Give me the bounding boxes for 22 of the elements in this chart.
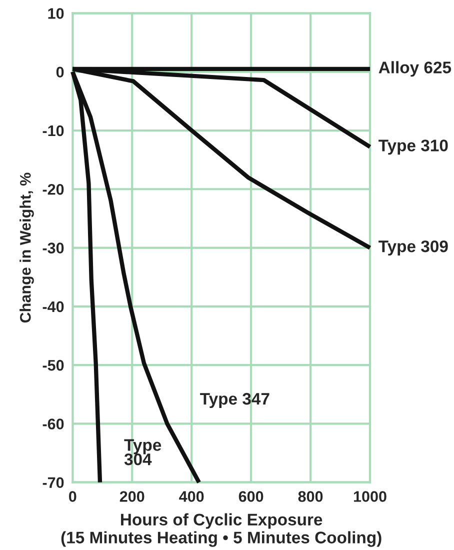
y-tick-label: -20: [42, 184, 64, 195]
y-tick-label: -30: [42, 242, 64, 254]
text: Type 347: [200, 392, 270, 408]
y-axis-title: Change in Weight, %: [20, 172, 34, 323]
y-tick-label: -50: [42, 360, 64, 371]
series-label: Type 304: [124, 439, 162, 466]
x-tick-label: 0: [68, 491, 76, 502]
series-label: Type 310: [378, 140, 448, 155]
y-tick-label: 10: [48, 8, 64, 19]
x-tick-label: 200: [120, 491, 144, 502]
x-tick-label: 800: [298, 491, 323, 502]
x-axis-title: Hours of Cyclic Exposure (15 Minutes Heating • 5 Minutes Cooling): [61, 513, 382, 547]
y-tick-label: -10: [42, 125, 64, 136]
series-label: Type 309: [378, 240, 448, 256]
y-tick-label: -60: [42, 418, 64, 430]
x-tick-label: 400: [179, 491, 204, 502]
x-tick-label: 1000: [354, 491, 386, 502]
y-tick-label: -40: [42, 301, 64, 312]
y-tick-label: -70: [42, 477, 64, 488]
y-tick-label: 0: [56, 66, 64, 78]
x-tick-label: 600: [238, 491, 264, 502]
series-label: Alloy 625: [378, 61, 452, 77]
